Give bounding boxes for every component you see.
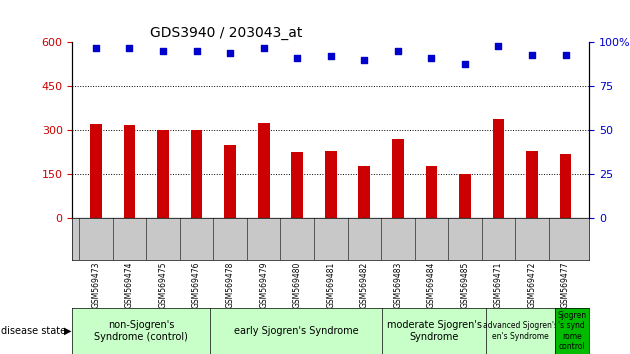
Bar [258, 123, 270, 218]
Text: advanced Sjogren's
en's Syndrome: advanced Sjogren's en's Syndrome [483, 321, 558, 341]
Bar [358, 166, 370, 218]
Bar [123, 125, 135, 218]
Text: GDS3940 / 203043_at: GDS3940 / 203043_at [150, 26, 302, 40]
Bar [191, 130, 202, 218]
Bar [392, 139, 404, 218]
Text: moderate Sjogren's
Syndrome: moderate Sjogren's Syndrome [387, 320, 481, 342]
Point [493, 43, 503, 49]
Bar [459, 175, 471, 218]
Text: Sjogren
's synd
rome
control: Sjogren 's synd rome control [558, 311, 587, 351]
Point [460, 61, 470, 66]
Point [359, 57, 369, 63]
Bar [526, 151, 538, 218]
Bar [559, 154, 571, 218]
Point [326, 54, 336, 59]
Bar [90, 124, 102, 218]
Point [561, 52, 571, 58]
Point [259, 45, 269, 51]
Point [392, 48, 403, 54]
Text: early Sjogren's Syndrome: early Sjogren's Syndrome [234, 326, 358, 336]
Point [125, 45, 135, 51]
Text: non-Sjogren's
Syndrome (control): non-Sjogren's Syndrome (control) [94, 320, 188, 342]
Bar [291, 152, 303, 218]
Point [91, 45, 101, 51]
Text: disease state: disease state [1, 326, 66, 336]
Point [527, 52, 537, 58]
Point [192, 48, 202, 54]
Bar [425, 166, 437, 218]
Point [158, 48, 168, 54]
Bar [157, 130, 169, 218]
Bar [493, 119, 505, 218]
Point [292, 56, 302, 61]
Point [427, 56, 437, 61]
Bar [325, 151, 336, 218]
Bar [224, 145, 236, 218]
Point [225, 50, 235, 56]
Text: ▶: ▶ [64, 326, 72, 336]
